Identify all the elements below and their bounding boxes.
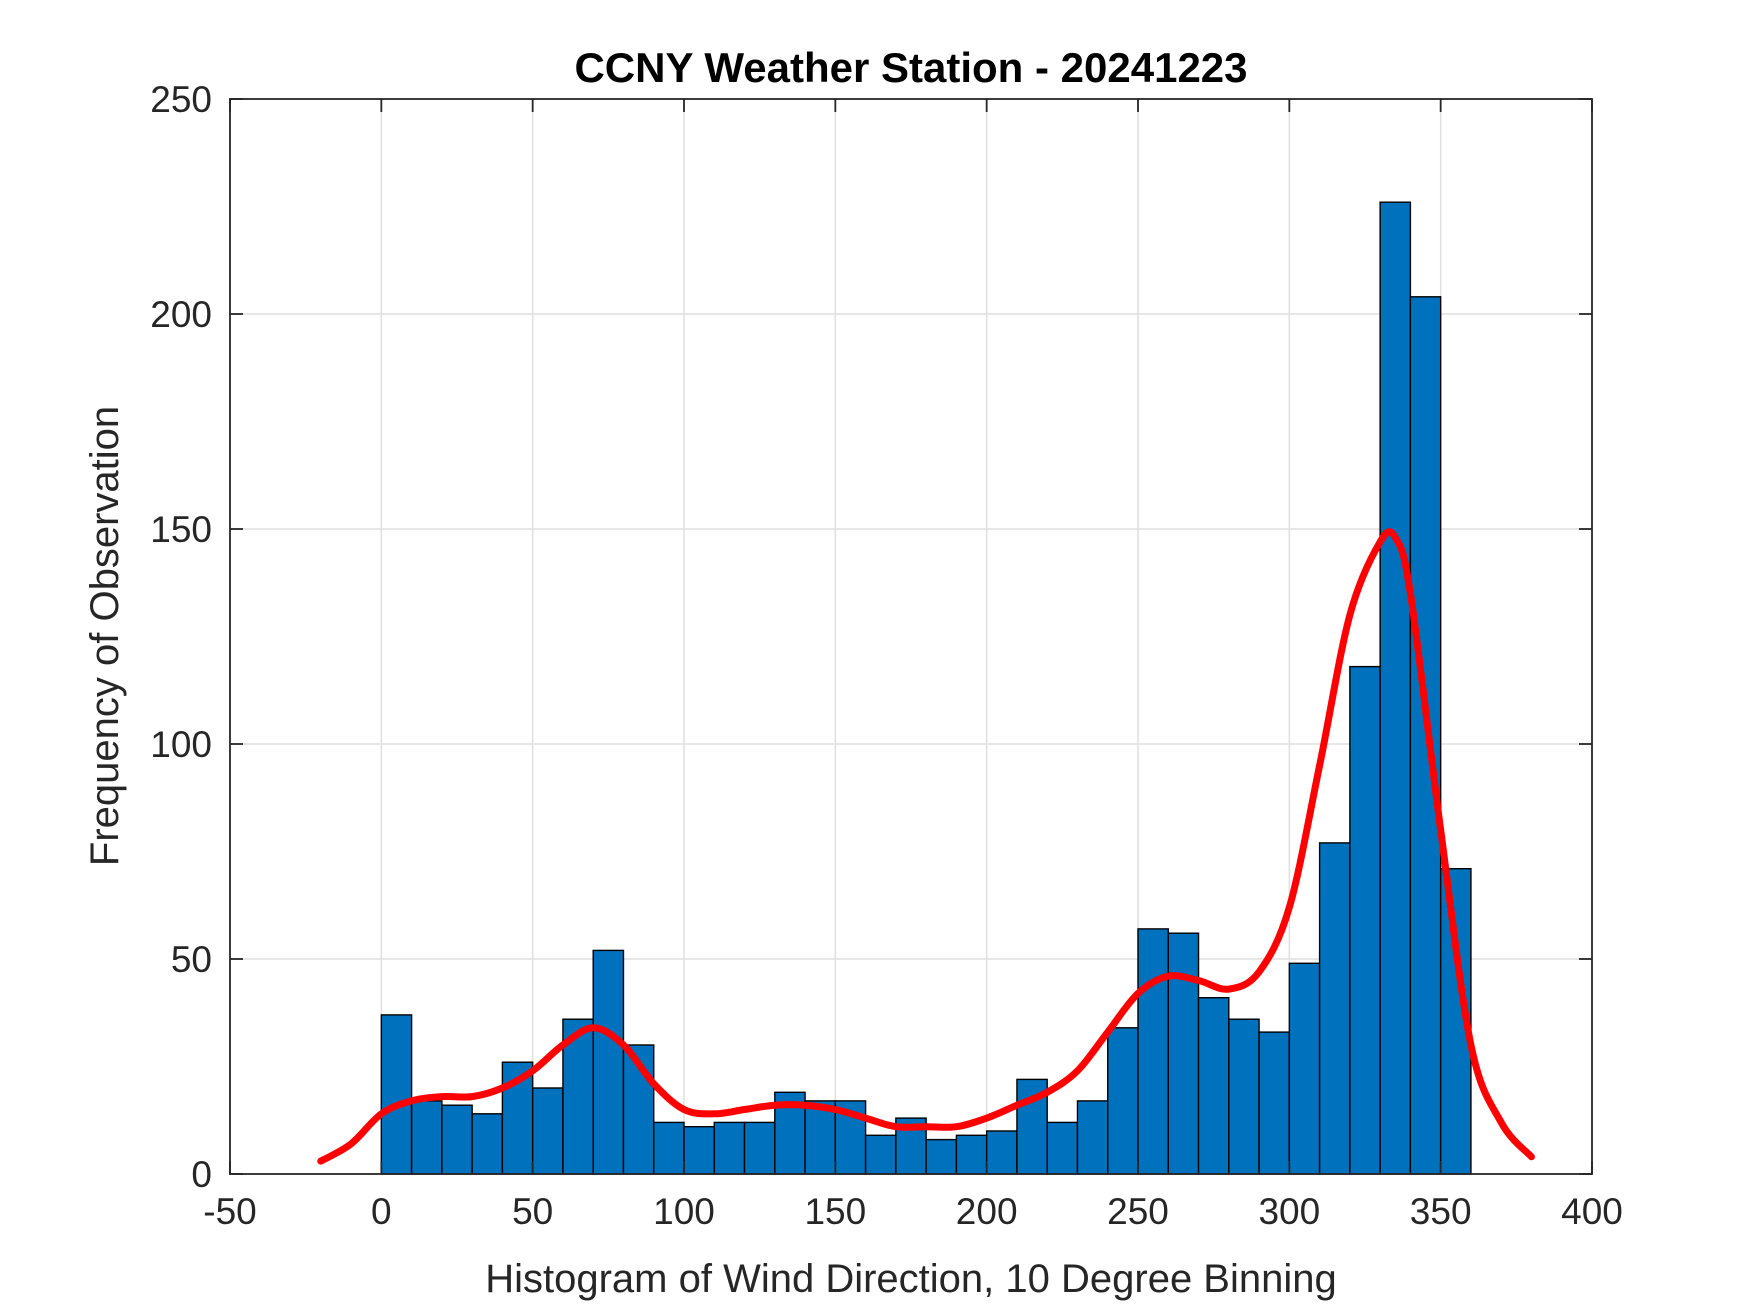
histogram-bar bbox=[1167, 932, 1200, 1175]
histogram-bar bbox=[1076, 1100, 1109, 1175]
histogram-bar bbox=[955, 1134, 988, 1175]
histogram-bar bbox=[1318, 842, 1351, 1175]
x-tick-label: 300 bbox=[1258, 1191, 1320, 1232]
x-tick-label: 350 bbox=[1410, 1191, 1472, 1232]
histogram-bar bbox=[1349, 665, 1381, 1175]
y-tick-label: 100 bbox=[150, 724, 212, 765]
histogram-bar bbox=[1197, 997, 1230, 1175]
x-tick-label: 200 bbox=[956, 1191, 1018, 1232]
histogram-bar bbox=[441, 1104, 473, 1175]
y-tick-label: 0 bbox=[191, 1154, 212, 1195]
histogram-bar bbox=[1046, 1121, 1079, 1175]
x-tick-label: 0 bbox=[371, 1191, 392, 1232]
x-tick-label: -50 bbox=[203, 1191, 256, 1232]
histogram-bar bbox=[471, 1113, 504, 1175]
x-tick-label: 150 bbox=[804, 1191, 866, 1232]
histogram-bar bbox=[864, 1134, 897, 1175]
histogram-bars bbox=[380, 201, 1472, 1175]
histogram-bar bbox=[1016, 1078, 1048, 1175]
x-tick-label: 100 bbox=[653, 1191, 715, 1232]
histogram-bar bbox=[1379, 201, 1412, 1175]
plot-frame bbox=[229, 98, 1593, 1175]
histogram-bar bbox=[683, 1125, 715, 1175]
y-tick-label: 250 bbox=[150, 79, 212, 120]
histogram-bar bbox=[985, 1130, 1018, 1175]
x-tick-label: 250 bbox=[1107, 1191, 1169, 1232]
density-fit-line bbox=[317, 528, 1535, 1165]
histogram-bar bbox=[804, 1100, 837, 1175]
x-tick-label: 50 bbox=[512, 1191, 553, 1232]
y-axis-label: Frequency of Observation bbox=[83, 406, 127, 866]
density-fit bbox=[317, 528, 1535, 1165]
histogram-bar bbox=[1107, 1027, 1139, 1175]
histogram-bar bbox=[1258, 1031, 1291, 1175]
chart-title: CCNY Weather Station - 20241223 bbox=[574, 44, 1247, 91]
histogram-bar bbox=[531, 1087, 564, 1175]
histogram-bar bbox=[1288, 962, 1321, 1175]
x-tick-labels: -50 0 50 100 150 200 250 300 350 400 bbox=[203, 1191, 1623, 1232]
histogram-bar bbox=[1137, 928, 1169, 1175]
histogram-bar bbox=[380, 1014, 413, 1175]
y-tick-labels: 0 50 100 150 200 250 bbox=[150, 79, 212, 1195]
x-axis-label: Histogram of Wind Direction, 10 Degree B… bbox=[485, 1257, 1337, 1301]
y-tick-label: 50 bbox=[171, 939, 212, 980]
histogram-bar bbox=[743, 1121, 776, 1175]
axis-ticks bbox=[229, 98, 1593, 1175]
histogram-bar bbox=[410, 1100, 443, 1175]
histogram-bar bbox=[925, 1138, 958, 1175]
histogram-bar bbox=[592, 949, 625, 1175]
y-tick-label: 150 bbox=[150, 509, 212, 550]
y-tick-label: 200 bbox=[150, 294, 212, 335]
x-tick-label: 400 bbox=[1561, 1191, 1623, 1232]
histogram-bar bbox=[713, 1121, 746, 1175]
histogram-bar bbox=[1228, 1018, 1260, 1175]
histogram-bar bbox=[653, 1121, 685, 1175]
